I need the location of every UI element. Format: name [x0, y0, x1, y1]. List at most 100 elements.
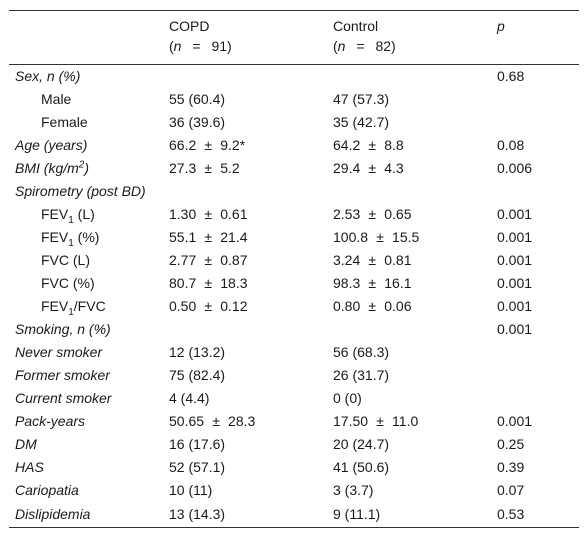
copd-cell: 55 (60.4) [169, 91, 226, 107]
control-cell: 20 (24.7) [333, 436, 390, 452]
table-row: Dislipidemia 13 (14.3) 9 (11.1) 0.53 [9, 502, 579, 528]
table-row: DM 16 (17.6) 20 (24.7) 0.25 [9, 433, 579, 456]
header-copd-n: (n = 91) [169, 38, 232, 54]
copd-cell: 55.1 ±21.4 [169, 229, 248, 245]
table-row: Never smoker 12 (13.2) 56 (68.3) [9, 341, 579, 364]
control-cell: 29.4 ±4.3 [333, 160, 404, 176]
header-empty-cell [9, 10, 169, 65]
header-copd: COPD (n = 91) [169, 10, 333, 65]
table-row: FEV1 (%) 55.1 ±21.4 100.8 ±15.5 0.001 [9, 226, 579, 249]
control-cell: 0 (0) [333, 390, 362, 406]
row-label: Current smoker [15, 390, 112, 406]
row-label: FEV1/FVC [41, 298, 106, 318]
copd-cell: 80.7 ±18.3 [169, 275, 248, 291]
p-cell: 0.25 [497, 436, 525, 452]
copd-cell: 2.77 ±0.87 [169, 252, 248, 268]
row-label: FVC (%) [41, 275, 95, 291]
control-cell: 98.3 ±16.1 [333, 275, 412, 291]
control-cell: 3 (3.7) [333, 482, 374, 498]
table-row: Female 36 (39.6) 35 (42.7) [9, 111, 579, 134]
copd-cell [169, 65, 333, 89]
header-control-label: Control [333, 18, 379, 34]
copd-cell: 12 (13.2) [169, 344, 226, 360]
copd-cell: 52 (57.1) [169, 459, 226, 475]
copd-cell: 13 (14.3) [169, 502, 333, 528]
table-row: Male 55 (60.4) 47 (57.3) [9, 88, 579, 111]
p-cell [497, 111, 579, 134]
header-control: Control (n = 82) [333, 10, 497, 65]
copd-cell [169, 318, 333, 341]
control-cell [333, 65, 497, 89]
row-label: FVC (L) [41, 252, 90, 268]
table-row: Current smoker 4 (4.4) 0 (0) [9, 387, 579, 410]
row-label: HAS [15, 459, 44, 475]
copd-cell: 4 (4.4) [169, 390, 210, 406]
table-header-row: COPD (n = 91) Control (n = 82) p [9, 10, 579, 65]
row-label: Pack-years [15, 413, 86, 429]
table-row: Sex, n (%) 0.68 [9, 65, 579, 89]
control-cell: 64.2 ±8.8 [333, 137, 404, 153]
row-label: Female [41, 114, 88, 130]
control-cell: 56 (68.3) [333, 344, 390, 360]
row-label: Former smoker [15, 367, 110, 383]
row-label: DM [15, 436, 37, 452]
p-cell [497, 387, 579, 410]
row-label: FEV1 (L) [41, 206, 95, 226]
p-cell: 0.001 [497, 229, 533, 245]
copd-cell: 0.50 ±0.12 [169, 298, 248, 314]
table-row: Cariopatia 10 (11) 3 (3.7) 0.07 [9, 479, 579, 502]
row-label: Smoking, n (%) [15, 321, 111, 337]
p-cell [497, 364, 579, 387]
header-p: p [497, 10, 579, 65]
copd-cell: 66.2 ±9.2* [169, 137, 246, 153]
p-cell [497, 88, 579, 111]
p-cell: 0.001 [497, 413, 533, 429]
table-row: Smoking, n (%) 0.001 [9, 318, 579, 341]
copd-cell: 1.30 ±0.61 [169, 206, 248, 222]
row-label: Age (years) [15, 137, 88, 153]
comparison-table: COPD (n = 91) Control (n = 82) p Sex, n (%) … [9, 10, 579, 528]
control-cell: 47 (57.3) [333, 91, 390, 107]
control-cell: 3.24 ±0.81 [333, 252, 412, 268]
control-cell [333, 318, 497, 341]
control-cell [333, 180, 497, 203]
row-label: Male [41, 91, 72, 107]
control-cell: 100.8 ±15.5 [333, 229, 420, 245]
table-row: Spirometry (post BD) [9, 180, 579, 203]
row-label: FEV1 (%) [41, 229, 100, 249]
row-label: Never smoker [15, 344, 103, 360]
table-row: FEV1 (L) 1.30 ±0.61 2.53 ±0.65 0.001 [9, 203, 579, 226]
control-cell: 35 (42.7) [333, 114, 390, 130]
p-cell: 0.07 [497, 482, 525, 498]
p-cell: 0.001 [497, 252, 533, 268]
row-label: Sex, n (%) [15, 68, 81, 84]
header-copd-label: COPD [169, 18, 210, 34]
row-label: BMI (kg/m2) [15, 159, 90, 176]
copd-cell: 50.65 ±28.3 [169, 413, 256, 429]
control-cell: 9 (11.1) [333, 502, 497, 528]
control-cell: 2.53 ±0.65 [333, 206, 412, 222]
table-row: FVC (%) 80.7 ±18.3 98.3 ±16.1 0.001 [9, 272, 579, 295]
p-cell: 0.53 [497, 502, 579, 528]
control-cell: 0.80 ±0.06 [333, 298, 412, 314]
row-label: Cariopatia [15, 482, 79, 498]
p-cell [497, 180, 579, 203]
control-cell: 26 (31.7) [333, 367, 390, 383]
p-cell: 0.001 [497, 275, 533, 291]
header-control-n: (n = 82) [333, 38, 396, 54]
table-row: Former smoker 75 (82.4) 26 (31.7) [9, 364, 579, 387]
p-cell: 0.68 [497, 68, 525, 84]
table-row: FEV1/FVC 0.50 ±0.12 0.80 ±0.06 0.001 [9, 295, 579, 318]
copd-cell: 27.3 ±5.2 [169, 160, 240, 176]
control-cell: 17.50 ±11.0 [333, 413, 419, 429]
p-cell: 0.001 [497, 298, 533, 314]
copd-cell: 10 (11) [169, 482, 213, 498]
p-cell: 0.006 [497, 160, 533, 176]
control-cell: 41 (50.6) [333, 459, 390, 475]
table-row: HAS 52 (57.1) 41 (50.6) 0.39 [9, 456, 579, 479]
table-row: BMI (kg/m2) 27.3 ±5.2 29.4 ±4.3 0.006 [9, 157, 579, 180]
p-cell: 0.001 [497, 321, 533, 337]
copd-cell: 75 (82.4) [169, 367, 226, 383]
copd-cell: 36 (39.6) [169, 114, 226, 130]
